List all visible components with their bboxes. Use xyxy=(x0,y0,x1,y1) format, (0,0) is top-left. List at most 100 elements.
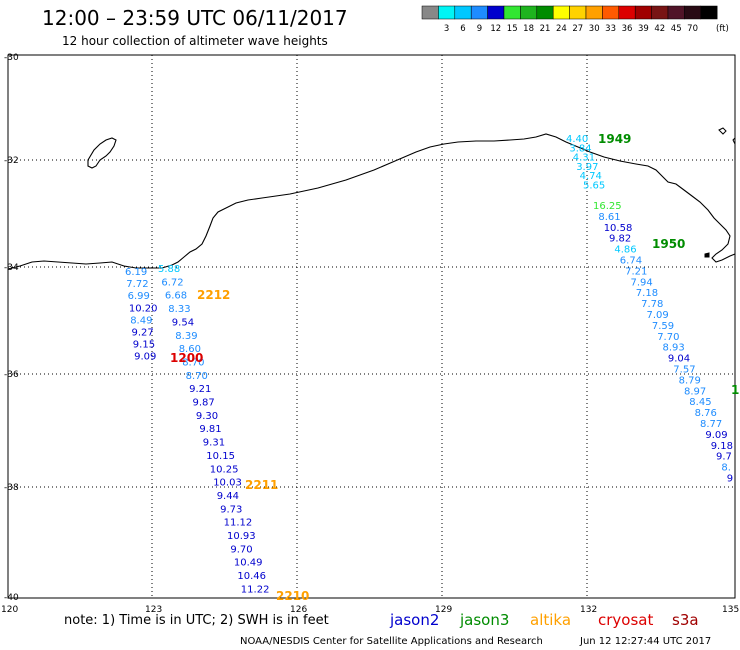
footer-note: note: 1) Time is in UTC; 2) SWH is in fe… xyxy=(64,613,329,628)
timestamp-text: Jun 12 12:27:44 UTC 2017 xyxy=(579,636,711,647)
wave-height-label: 9.15 xyxy=(133,340,155,351)
color-scale-label: 39 xyxy=(638,24,649,34)
color-scale-label: 27 xyxy=(572,24,583,34)
satellite-legend-jason2: jason2 xyxy=(389,611,439,629)
wave-height-label: 9.73 xyxy=(220,504,242,515)
satellite-legend-s3a: s3a xyxy=(672,611,699,629)
wave-height-label: 7.70 xyxy=(657,332,679,343)
wave-height-label: 8.45 xyxy=(689,397,711,408)
wave-height-label: 8.49 xyxy=(130,315,152,326)
wave-height-label: 9.7 xyxy=(716,452,732,463)
wave-height-label: 10.25 xyxy=(210,464,239,475)
lat-labels: -30 -32 -34 -36 -38 -40 xyxy=(4,53,19,603)
wave-height-label: 3.84 xyxy=(569,143,591,154)
color-scale-swatch xyxy=(667,5,685,20)
page-subtitle: 12 hour collection of altimeter wave hei… xyxy=(62,34,328,48)
time-label: 2211 xyxy=(245,478,278,492)
satellite-legend-altika: altika xyxy=(530,611,571,629)
wave-height-label: 7.59 xyxy=(652,321,674,332)
wave-height-label: 9.18 xyxy=(711,441,733,452)
wave-height-label: 8.79 xyxy=(679,375,701,386)
color-scale-label: 15 xyxy=(507,24,518,34)
color-scale-label: 21 xyxy=(540,24,551,34)
wave-height-label: 4.74 xyxy=(580,171,602,182)
color-scale-swatch xyxy=(470,5,488,20)
color-scale-label: 12 xyxy=(490,24,501,34)
wave-height-label: 8.93 xyxy=(663,343,685,354)
lon-labels: 120 123 126 129 132 135 xyxy=(1,605,739,615)
wave-height-label: 9.21 xyxy=(189,384,211,395)
color-scale-swatch xyxy=(454,5,472,20)
lat-label: -40 xyxy=(4,593,19,603)
color-scale-swatch xyxy=(552,5,570,20)
color-scale-bar: 3 6 9 12 15 18 21 24 27 30 33 36 39 42 45 70 (ft) xyxy=(421,5,729,34)
wave-height-label: 7.21 xyxy=(625,266,647,277)
wave-height-label: 8.60 xyxy=(179,344,201,355)
wave-height-label: 4.86 xyxy=(614,245,636,256)
island xyxy=(704,252,710,258)
lat-label: -32 xyxy=(4,156,19,166)
wave-height-label: 4.40 xyxy=(566,134,588,145)
wave-height-label: 8.39 xyxy=(175,331,197,342)
wave-height-label: 8.70 xyxy=(186,371,208,382)
color-scale-swatch xyxy=(536,5,554,20)
color-scale-label: 24 xyxy=(556,24,567,34)
wave-height-label: 8.97 xyxy=(684,386,706,397)
wave-height-label: 4.31 xyxy=(573,153,595,164)
color-scale-swatch xyxy=(684,5,702,20)
wave-height-label: 10.03 xyxy=(213,478,242,489)
wave-height-label: 5.65 xyxy=(583,181,605,192)
color-scale-label: 3 xyxy=(444,24,449,34)
lon-label: 135 xyxy=(722,605,739,615)
wave-height-label: 7.72 xyxy=(126,279,148,290)
time-label: 1949 xyxy=(598,132,631,146)
wave-height-label: 9.54 xyxy=(172,317,194,328)
wave-height-label: 9 xyxy=(727,474,733,485)
color-scale-swatch xyxy=(651,5,669,20)
wave-height-label: 9.70 xyxy=(230,544,252,555)
time-labels: 2212 1200 2211 2210 1949 1950 1 xyxy=(170,132,739,603)
wave-height-label: 9.04 xyxy=(668,354,690,365)
wave-height-label: 6.74 xyxy=(620,256,642,267)
wave-height-label: 9.30 xyxy=(196,411,218,422)
lat-label: -30 xyxy=(4,53,19,63)
wave-height-label: 6.19 xyxy=(125,267,147,278)
wave-height-label: 7.78 xyxy=(641,299,663,310)
color-scale-unit: (ft) xyxy=(716,24,729,34)
time-label: 1950 xyxy=(652,237,685,251)
color-scale-label: 18 xyxy=(523,24,534,34)
color-scale-label: 33 xyxy=(605,24,616,34)
wave-height-label: 5.88 xyxy=(158,264,180,275)
island xyxy=(732,136,736,145)
time-label: 2210 xyxy=(276,589,309,603)
wave-height-label: 9.44 xyxy=(217,491,239,502)
wave-height-label: 9.09 xyxy=(705,430,727,441)
wave-height-label: 6.68 xyxy=(165,291,187,302)
time-label: 1200 xyxy=(170,351,203,365)
wave-height-label: 10.58 xyxy=(604,223,633,234)
wave-height-label: 8. xyxy=(721,463,731,474)
credit-text: NOAA/NESDIS Center for Satellite Applica… xyxy=(240,636,543,647)
lon-label: 132 xyxy=(580,605,597,615)
wave-height-label: 7.18 xyxy=(636,288,658,299)
wave-height-label: 8.70 xyxy=(182,357,204,368)
wave-height-label: 7.94 xyxy=(631,277,653,288)
wave-height-label: 8.33 xyxy=(168,304,190,315)
track-labels: 6.197.726.9910.208.499.279.159.095.886.7… xyxy=(125,134,733,595)
color-scale-swatch xyxy=(503,5,521,20)
color-scale-swatch xyxy=(520,5,538,20)
wave-height-label: 9.87 xyxy=(193,398,215,409)
wave-height-label: 7.09 xyxy=(647,310,669,321)
lon-label: 126 xyxy=(290,605,307,615)
color-scale-label: 70 xyxy=(687,24,698,34)
color-scale-label: 45 xyxy=(671,24,682,34)
wave-height-label: 6.72 xyxy=(161,277,183,288)
color-scale-swatch xyxy=(602,5,620,20)
wave-height-label: 10.46 xyxy=(237,571,266,582)
color-scale-label: 30 xyxy=(589,24,600,34)
island xyxy=(718,127,727,135)
graticule xyxy=(8,55,735,598)
wave-height-label: 8.77 xyxy=(700,419,722,430)
color-scale-swatch xyxy=(634,5,652,20)
